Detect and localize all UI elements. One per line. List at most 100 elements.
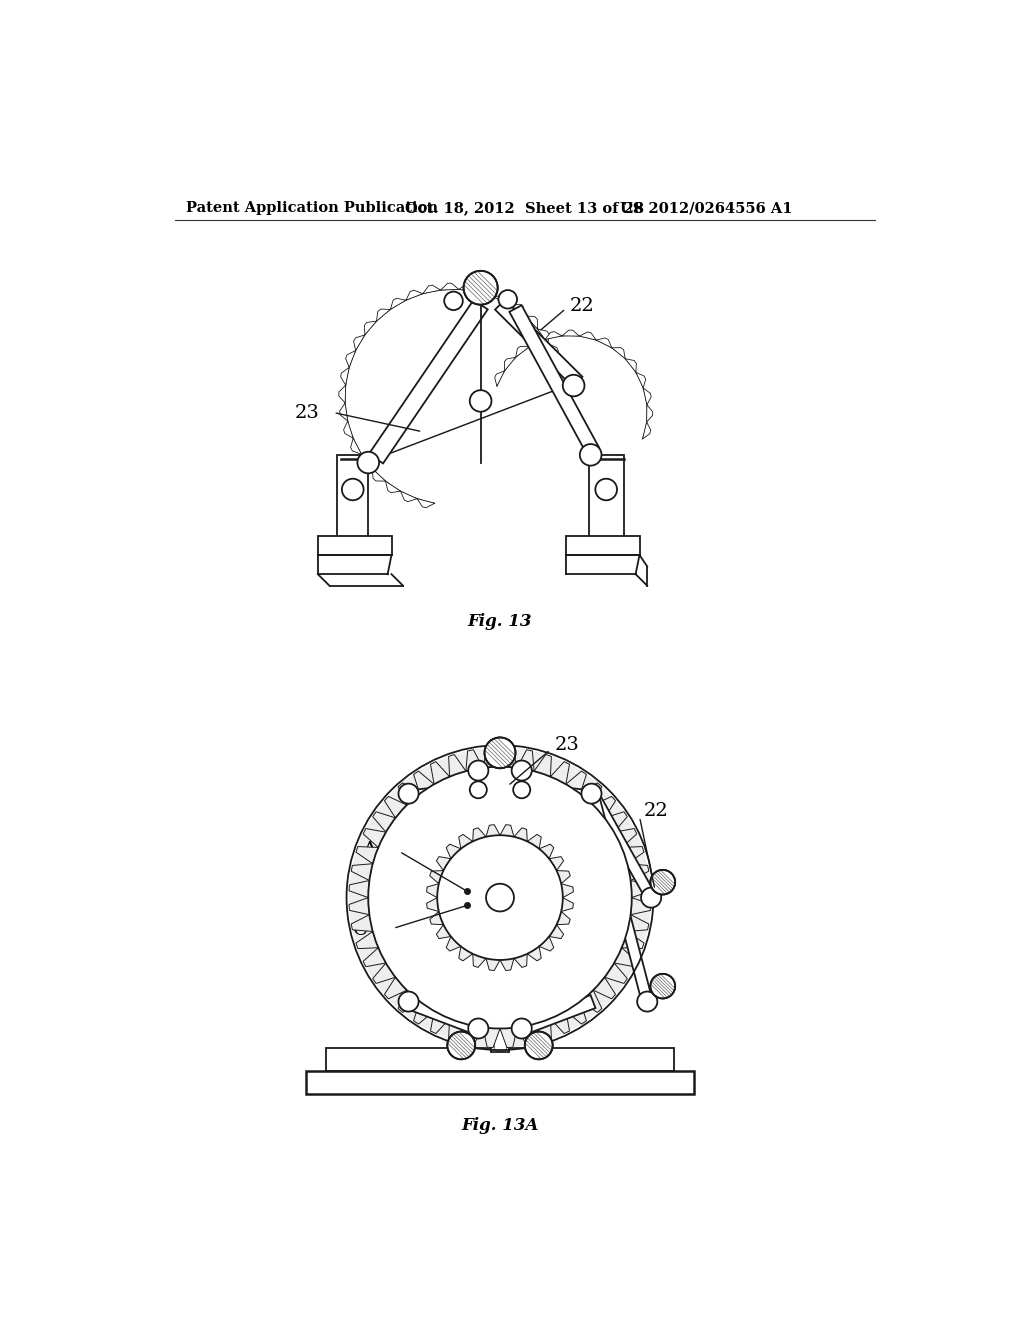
- Polygon shape: [417, 499, 434, 508]
- Circle shape: [437, 836, 563, 960]
- Polygon shape: [351, 915, 373, 932]
- Polygon shape: [440, 284, 459, 290]
- Text: 23: 23: [554, 737, 580, 754]
- Polygon shape: [326, 1048, 675, 1071]
- Circle shape: [464, 271, 498, 305]
- Polygon shape: [427, 898, 439, 912]
- Circle shape: [398, 991, 419, 1011]
- Circle shape: [447, 1032, 475, 1059]
- Polygon shape: [588, 792, 652, 1003]
- Polygon shape: [492, 739, 509, 1052]
- Circle shape: [513, 781, 530, 799]
- Text: Fig. 13A: Fig. 13A: [462, 1117, 539, 1134]
- Text: Oct. 18, 2012  Sheet 13 of 28: Oct. 18, 2012 Sheet 13 of 28: [406, 202, 644, 215]
- Polygon shape: [356, 932, 378, 949]
- Polygon shape: [446, 936, 461, 950]
- Polygon shape: [551, 762, 569, 784]
- Polygon shape: [527, 946, 542, 961]
- Polygon shape: [400, 491, 417, 502]
- Polygon shape: [364, 948, 386, 966]
- Polygon shape: [365, 321, 377, 335]
- Polygon shape: [581, 783, 602, 805]
- Polygon shape: [317, 536, 391, 554]
- Circle shape: [468, 1019, 488, 1039]
- Circle shape: [512, 1019, 531, 1039]
- Polygon shape: [611, 347, 626, 359]
- Polygon shape: [566, 1002, 587, 1024]
- Text: 23: 23: [295, 404, 319, 421]
- Polygon shape: [384, 796, 407, 818]
- Text: A: A: [361, 841, 376, 859]
- Polygon shape: [643, 422, 651, 438]
- Polygon shape: [349, 880, 370, 898]
- Polygon shape: [636, 372, 646, 388]
- Polygon shape: [557, 870, 570, 883]
- Polygon shape: [561, 898, 573, 912]
- Polygon shape: [427, 883, 439, 898]
- Polygon shape: [517, 1024, 535, 1045]
- Circle shape: [486, 884, 514, 911]
- Polygon shape: [622, 932, 644, 949]
- Circle shape: [637, 991, 657, 1011]
- Polygon shape: [349, 898, 370, 915]
- Polygon shape: [430, 912, 443, 925]
- Polygon shape: [482, 1027, 500, 1048]
- Circle shape: [582, 784, 601, 804]
- Polygon shape: [356, 846, 378, 863]
- Polygon shape: [646, 405, 652, 422]
- Polygon shape: [521, 783, 594, 804]
- Polygon shape: [459, 834, 473, 849]
- Polygon shape: [486, 825, 500, 837]
- Polygon shape: [423, 285, 440, 293]
- Circle shape: [444, 292, 463, 310]
- Polygon shape: [551, 1011, 569, 1034]
- Polygon shape: [589, 455, 624, 552]
- Polygon shape: [430, 870, 443, 883]
- Polygon shape: [344, 421, 353, 438]
- Text: C: C: [353, 921, 369, 939]
- Polygon shape: [466, 750, 482, 771]
- Circle shape: [499, 290, 517, 309]
- Polygon shape: [369, 300, 487, 463]
- Polygon shape: [562, 330, 580, 337]
- Polygon shape: [614, 829, 637, 847]
- Text: Fig. 13: Fig. 13: [468, 612, 532, 630]
- Polygon shape: [514, 828, 527, 841]
- Polygon shape: [581, 990, 602, 1012]
- Polygon shape: [306, 1071, 693, 1094]
- Polygon shape: [529, 337, 545, 347]
- Circle shape: [369, 767, 632, 1028]
- Polygon shape: [353, 335, 365, 351]
- Polygon shape: [351, 863, 373, 880]
- Polygon shape: [614, 948, 637, 966]
- Circle shape: [512, 760, 531, 780]
- Polygon shape: [509, 305, 599, 454]
- Polygon shape: [514, 954, 527, 968]
- Polygon shape: [436, 925, 451, 939]
- Polygon shape: [557, 912, 570, 925]
- Text: 22: 22: [569, 297, 595, 315]
- Polygon shape: [466, 1024, 482, 1045]
- Polygon shape: [631, 880, 651, 898]
- Polygon shape: [519, 995, 596, 1035]
- Polygon shape: [340, 403, 348, 421]
- Circle shape: [342, 479, 364, 500]
- Circle shape: [595, 479, 617, 500]
- Text: Patent Application Publication: Patent Application Publication: [186, 202, 438, 215]
- Polygon shape: [426, 825, 573, 970]
- Polygon shape: [373, 964, 395, 983]
- Polygon shape: [449, 755, 466, 776]
- Circle shape: [580, 444, 601, 466]
- Polygon shape: [540, 936, 554, 950]
- Polygon shape: [406, 290, 423, 300]
- Polygon shape: [459, 284, 477, 292]
- Polygon shape: [449, 1019, 466, 1040]
- Polygon shape: [430, 762, 450, 784]
- Polygon shape: [593, 977, 615, 999]
- Polygon shape: [414, 771, 434, 793]
- Circle shape: [470, 781, 486, 799]
- Circle shape: [470, 391, 492, 412]
- Polygon shape: [628, 915, 649, 932]
- Polygon shape: [527, 834, 542, 849]
- Polygon shape: [549, 925, 563, 939]
